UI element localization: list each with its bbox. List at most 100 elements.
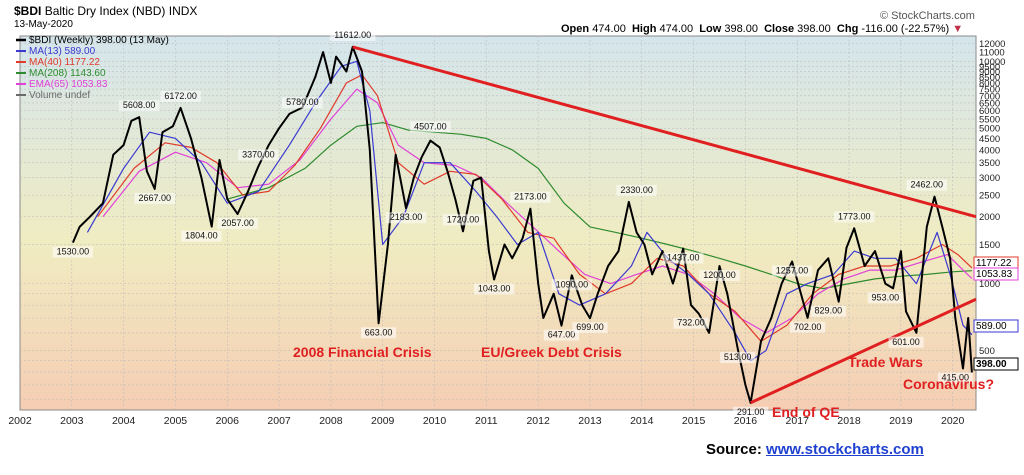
y-tick-label: 2000: [979, 212, 1000, 223]
annotation-2008-financial-crisis: 2008 Financial Crisis: [293, 344, 432, 360]
data-label: 2183.00: [385, 212, 427, 224]
data-label-text: 6172.00: [164, 91, 197, 101]
y-tick-label: 3000: [979, 173, 1000, 184]
right-value-box: [973, 357, 1019, 371]
data-label-box: [543, 329, 580, 341]
legend-item: EMA(65) 1053.83: [16, 79, 108, 90]
y-tick-label: 5500: [979, 115, 1000, 126]
data-label-text: 1200.00: [703, 270, 736, 280]
data-label-text: 829.00: [815, 306, 843, 316]
data-label: 2667.00: [134, 192, 175, 204]
legend-item: MA(13) 589.00: [16, 46, 96, 57]
data-label-text: 647.00: [548, 330, 576, 340]
y-tick-label: 10000: [979, 57, 1005, 68]
data-label-box: [867, 292, 903, 304]
data-label: 647.00: [543, 329, 580, 341]
x-tick-label: 2002: [8, 415, 32, 427]
data-label: 829.00: [810, 305, 846, 317]
data-label-box: [663, 252, 704, 264]
data-label-text: 2462.00: [911, 180, 944, 190]
open-label: Open: [561, 23, 590, 35]
x-tick-label: 2009: [371, 415, 395, 427]
data-label-text: 291.00: [737, 407, 765, 417]
data-label-text: 601.00: [892, 337, 920, 347]
data-label-box: [733, 406, 769, 418]
data-label-box: [329, 29, 376, 41]
data-label-text: 11612.00: [334, 30, 371, 40]
x-tick-label: 2017: [786, 415, 810, 427]
data-label: 2173.00: [510, 191, 551, 203]
high-label: High: [631, 23, 657, 35]
data-label-text: 1720.00: [447, 214, 480, 224]
source-link[interactable]: www.stockcharts.com: [766, 441, 924, 458]
right-value-text: 1177.22: [976, 258, 1012, 269]
data-label-text: 3370.00: [242, 149, 275, 159]
close-value: 398.00: [797, 23, 831, 35]
data-label-text: 2057.00: [221, 218, 254, 228]
data-label: 1437.00: [663, 252, 704, 264]
data-label-box: [699, 270, 740, 282]
low-label: Low: [699, 23, 722, 35]
annotation-end-of-qe: End of QE: [772, 404, 840, 420]
data-label-text: 1257.00: [776, 266, 809, 276]
right-value-box: [973, 267, 1019, 281]
data-label: 415.00: [937, 372, 973, 384]
annotation-eu-greek-debt-crisis: EU/Greek Debt Crisis: [481, 344, 622, 360]
data-label: 1773.00: [834, 211, 875, 223]
data-label: 702.00: [789, 321, 826, 333]
x-tick-label: 2015: [682, 415, 706, 427]
data-label-text: 2173.00: [514, 192, 547, 202]
legend-label: MA(13) 589.00: [29, 46, 96, 57]
data-label: 953.00: [867, 292, 903, 304]
y-tick-label: 5000: [979, 124, 1000, 135]
x-tick-label: 2008: [319, 415, 343, 427]
x-tick-label: 2012: [526, 415, 550, 427]
data-label: 1043.00: [473, 283, 515, 295]
data-label-text: 2330.00: [620, 185, 653, 195]
x-tick-label: 2011: [475, 415, 498, 427]
data-label-box: [410, 121, 451, 133]
data-label-text: 1773.00: [838, 211, 871, 221]
legend-item: Volume undef: [16, 90, 90, 101]
legend: $BDI (Weekly) 398.00 (13 May)MA(13) 589.…: [16, 35, 169, 101]
data-label: 4507.00: [410, 121, 451, 133]
data-label-text: 953.00: [872, 292, 900, 302]
data-label: 1090.00: [551, 279, 593, 291]
data-label-box: [720, 352, 756, 364]
legend-label: MA(40) 1177.22: [29, 57, 100, 68]
data-label-text: 1090.00: [556, 279, 589, 289]
source-label: Source:: [706, 441, 762, 458]
data-label-box: [888, 336, 924, 348]
data-label-text: 5608.00: [123, 100, 156, 110]
data-label-text: 663.00: [365, 327, 393, 337]
data-label: 1530.00: [52, 246, 94, 258]
chg-value: -116.00 (-22.57%): [861, 23, 950, 35]
data-labels: 1530.00 5608.00 2667.00 6172.00 1804.00 3370.…: [52, 29, 973, 418]
data-label-box: [360, 327, 397, 339]
data-label-box: [616, 184, 657, 196]
symbol: $BDI: [14, 4, 42, 18]
x-tick-label: 2014: [630, 415, 654, 427]
data-label-text: 4507.00: [414, 121, 447, 131]
x-tick-label: 2020: [941, 415, 965, 427]
data-label-box: [906, 179, 947, 191]
y-tick-label: 6000: [979, 106, 1000, 117]
low-value: 398.00: [724, 23, 758, 35]
x-tick-label: 2018: [837, 415, 861, 427]
x-axis: 2002 2003 2004 2005 2006 2007 2008 2009 2010 2011…: [8, 415, 964, 427]
data-label: 1257.00: [771, 265, 813, 277]
data-label-box: [510, 191, 551, 203]
x-tick-label: 2013: [578, 415, 602, 427]
y-tick-label: 2500: [979, 191, 1000, 202]
data-label-box: [810, 305, 846, 317]
legend-label: MA(208) 1143.60: [29, 68, 106, 79]
data-label-text: 1804.00: [185, 231, 218, 241]
legend-item: MA(40) 1177.22: [16, 57, 100, 68]
y-tick-label: 8500: [979, 73, 1000, 84]
y-tick-label: 4000: [979, 145, 1000, 156]
data-label: 2330.00: [616, 184, 657, 196]
index-name: Baltic Dry Index (NBD): [44, 4, 166, 18]
data-label: 291.00: [733, 406, 769, 418]
